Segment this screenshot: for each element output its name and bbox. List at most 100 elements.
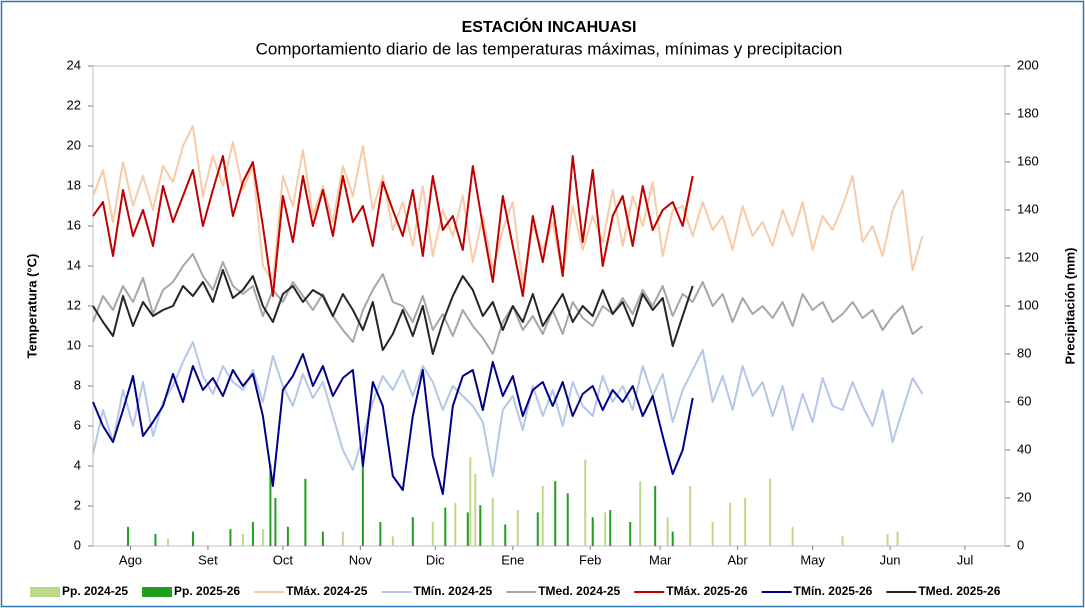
x-tick-label: Oct [273, 552, 294, 567]
precip-bar [229, 529, 232, 546]
precip-bar [584, 459, 587, 546]
y-axis-title: Temperatura (°C) [24, 254, 39, 359]
precip-bar [261, 529, 264, 546]
precip-bar [379, 522, 382, 546]
precip-bar [516, 510, 519, 546]
legend-label: TMed. 2024-25 [538, 584, 620, 598]
precip-bar [341, 531, 344, 546]
y2-tick-label: 120 [1017, 249, 1039, 264]
precip-bar [504, 524, 507, 546]
precip-bar [269, 464, 272, 546]
y2-axis-title: Precipitación (mm) [1062, 247, 1077, 364]
precip-bar [769, 478, 772, 546]
legend-label: TMín. 2024-25 [413, 584, 492, 598]
x-tick-label: Set [198, 552, 218, 567]
x-tick-label: Dic [426, 552, 445, 567]
y-tick-label: 0 [74, 537, 81, 552]
y-tick-label: 18 [67, 177, 81, 192]
precip-bar [304, 478, 307, 546]
y2-tick-label: 200 [1017, 57, 1039, 72]
precip-bar [591, 517, 594, 546]
precip-bar [469, 457, 472, 546]
y2-tick-label: 20 [1017, 489, 1031, 504]
precip-bar [126, 526, 129, 546]
x-tick-label: Mar [649, 552, 672, 567]
y2-tick-label: 60 [1017, 393, 1031, 408]
y-tick-label: 4 [74, 457, 81, 472]
x-tick-label: Abr [728, 552, 749, 567]
y2-tick-label: 40 [1017, 441, 1031, 456]
legend-label: TMed. 2025-26 [918, 584, 1000, 598]
precip-bar [466, 512, 469, 546]
y2-tick-label: 100 [1017, 297, 1039, 312]
x-tick-label: Jul [957, 552, 974, 567]
precip-bar [251, 522, 254, 546]
plot-area [92, 65, 1006, 547]
temperature-line [92, 155, 694, 297]
legend-label: TMáx. 2025-26 [666, 584, 748, 598]
precip-bar [566, 493, 569, 546]
y2-tick-label: 80 [1017, 345, 1031, 360]
precip-bar [536, 512, 539, 546]
x-tick-label: Ene [501, 552, 524, 567]
legend-swatch [30, 587, 60, 597]
temperature-line [92, 125, 924, 287]
x-tick-label: Nov [349, 552, 373, 567]
legend-label: TMín. 2025-26 [794, 584, 873, 598]
legend: Pp. 2024-25 Pp. 2025-26 TMáx. 2024-25 TMín.… [30, 584, 1001, 598]
chart-title: ESTACIÓN INCAHUASI [462, 17, 637, 36]
y-tick-label: 14 [67, 257, 81, 272]
precip-bar [744, 498, 747, 546]
precip-bar [391, 536, 394, 546]
precip-bar [629, 522, 632, 546]
y2-tick-label: 180 [1017, 105, 1039, 120]
precip-bar [666, 517, 669, 546]
legend-label: TMáx. 2024-25 [286, 584, 368, 598]
y-tick-label: 22 [67, 97, 81, 112]
legend-swatch [142, 587, 173, 597]
precip-bar [791, 526, 794, 546]
y-tick-label: 12 [67, 297, 81, 312]
precip-bar [689, 486, 692, 546]
precip-bar [479, 505, 482, 546]
precip-bar [604, 512, 607, 546]
precip-bar [474, 474, 477, 546]
y2-tick-label: 0 [1017, 537, 1024, 552]
precip-bar [166, 538, 169, 546]
legend-label: Pp. 2024-25 [62, 584, 128, 598]
y2-tick-label: 140 [1017, 201, 1039, 216]
precip-bar [729, 502, 732, 546]
precip-bar [454, 502, 457, 546]
precip-bar [491, 498, 494, 546]
y-tick-label: 2 [74, 497, 81, 512]
precip-bar [286, 526, 289, 546]
precip-bar [444, 507, 447, 546]
temperature-line [92, 269, 694, 355]
x-tick-label: Feb [579, 552, 601, 567]
precip-bar [609, 510, 612, 546]
precip-bar [431, 522, 434, 546]
precip-bar [841, 536, 844, 546]
precip-bar [361, 462, 364, 546]
precip-bar [711, 522, 714, 546]
chart-subtitle: Comportamiento diario de las temperatura… [256, 39, 843, 58]
temperature-line [92, 341, 924, 477]
precip-bar [411, 517, 414, 546]
precip-bar [886, 534, 889, 546]
x-tick-label: Jun [880, 552, 901, 567]
temperature-line [92, 353, 694, 495]
y-tick-label: 6 [74, 417, 81, 432]
precip-bar [554, 481, 557, 546]
y2-tick-label: 160 [1017, 153, 1039, 168]
precip-bar [541, 486, 544, 546]
precip-bar [154, 534, 157, 546]
y-tick-label: 10 [67, 337, 81, 352]
x-tick-label: May [800, 552, 825, 567]
y-tick-label: 20 [67, 137, 81, 152]
y-tick-label: 16 [67, 217, 81, 232]
y-tick-label: 24 [67, 57, 81, 72]
y-tick-label: 8 [74, 377, 81, 392]
precip-bar [241, 534, 244, 546]
